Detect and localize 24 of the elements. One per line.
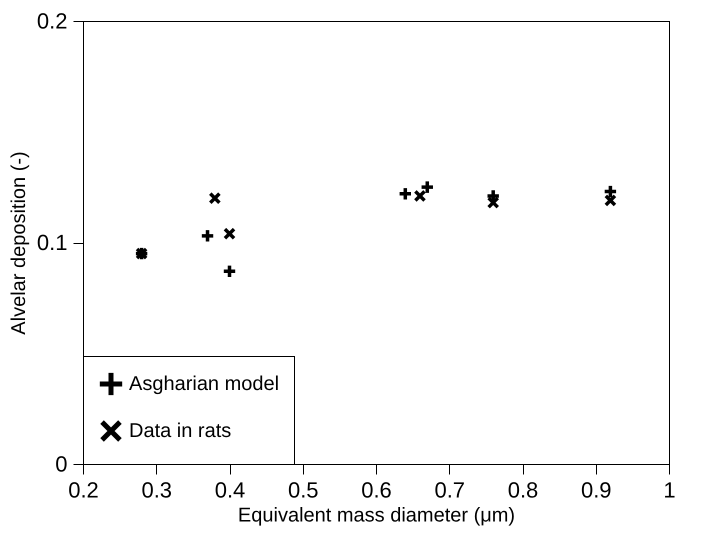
point (200, 228, 215, 244)
y-tick-label: 0.1 (36, 230, 68, 255)
point (223, 227, 236, 240)
x-tick-label: 0.4 (214, 478, 246, 502)
point (134, 246, 150, 262)
y-tick-label: 0 (55, 452, 68, 476)
x-tick-label: 0.5 (288, 478, 319, 502)
x-tick-label: 0.7 (434, 478, 466, 502)
x-tick-label: 0.9 (580, 478, 612, 502)
point (414, 190, 426, 202)
x-tick-label: 0.3 (141, 478, 172, 502)
point (420, 180, 435, 195)
x-tick-label: 1 (663, 478, 676, 502)
legend-label: Asgharian model (129, 373, 280, 395)
point (208, 192, 222, 205)
x-axis-title: Equivalent mass diameter (μm) (238, 504, 516, 526)
x-tick-label: 0.6 (361, 478, 392, 502)
x-tick-label: 0.2 (68, 478, 99, 502)
y-tick-label: 0.2 (36, 8, 68, 34)
point (398, 186, 413, 202)
legend-label: Data in rats (129, 420, 232, 442)
point (222, 264, 237, 279)
x-tick-label: 0.8 (508, 478, 538, 502)
y-axis-title: Alvelar deposition (-) (8, 151, 30, 335)
